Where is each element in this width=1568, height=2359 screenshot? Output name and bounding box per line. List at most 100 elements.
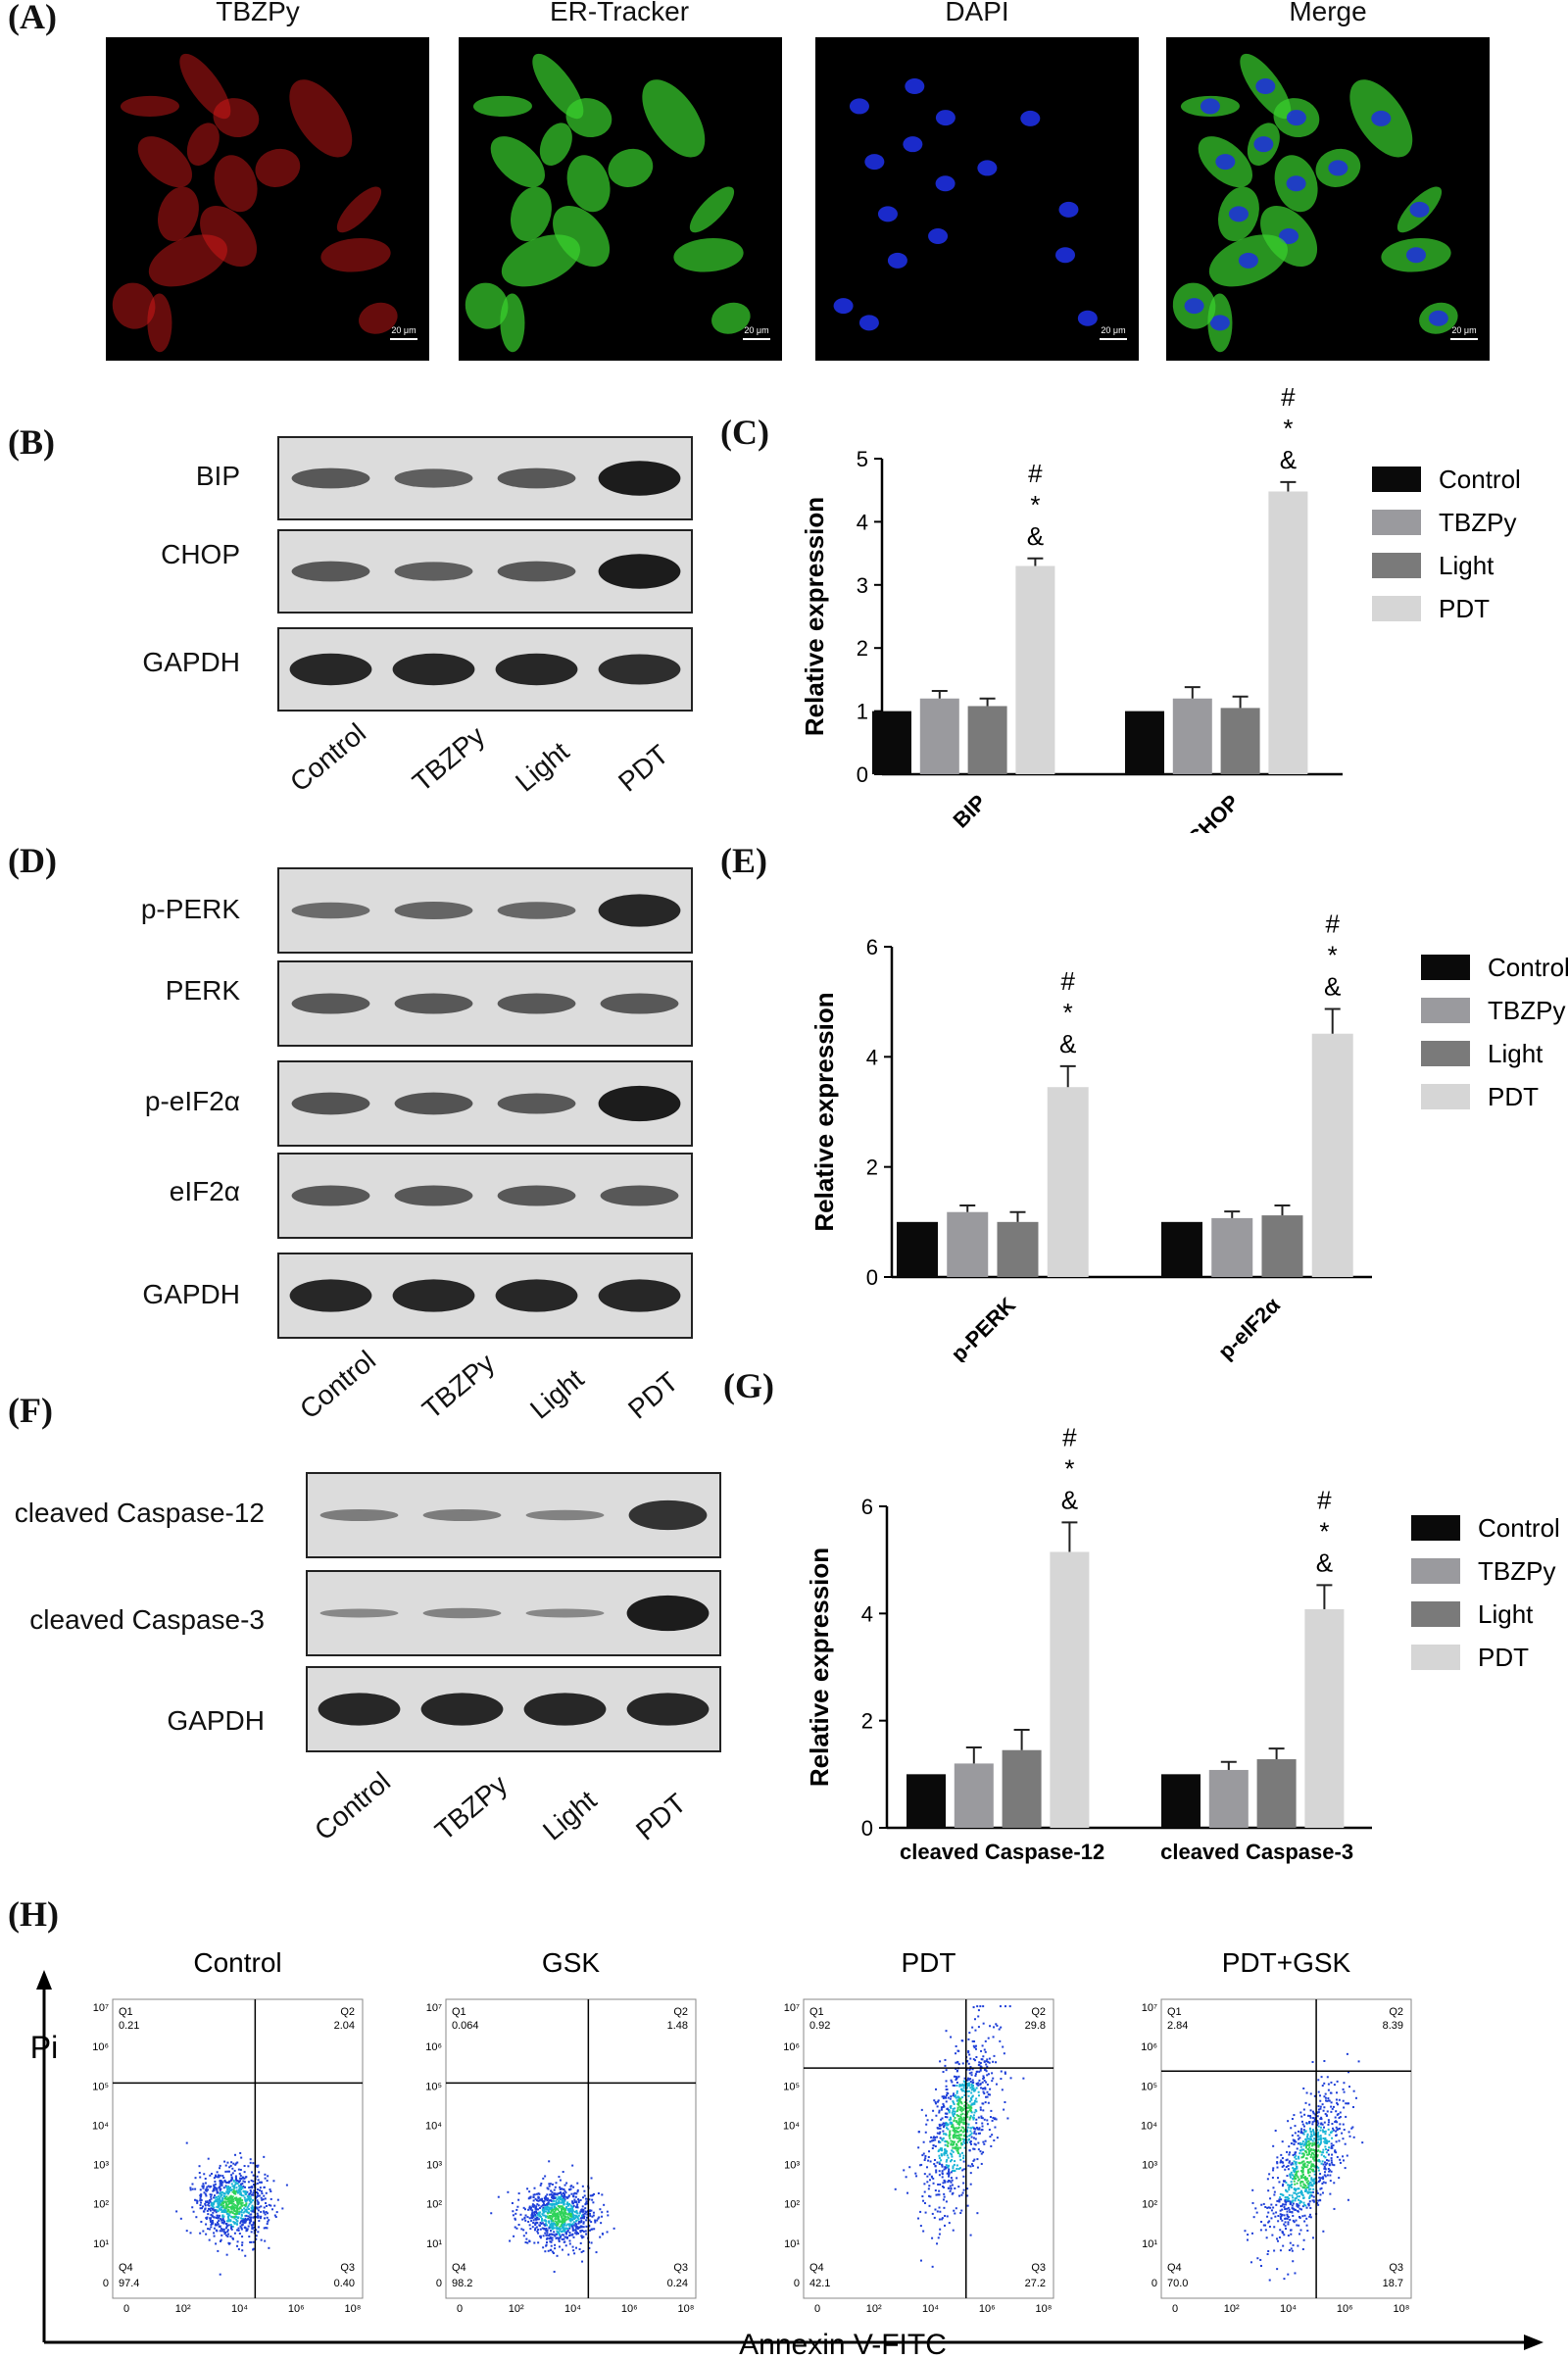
event-dot <box>936 2136 939 2138</box>
event-dot <box>975 2055 978 2058</box>
event-dot <box>245 2214 248 2217</box>
event-dot <box>969 2130 972 2133</box>
significance-mark: * <box>1319 1516 1329 1546</box>
event-dot <box>214 2183 217 2186</box>
event-dot <box>958 2108 961 2111</box>
scale-bar-label: 20 μm <box>391 325 416 335</box>
event-dot <box>956 2150 959 2153</box>
event-dot <box>185 2141 188 2144</box>
event-dot <box>1302 2144 1305 2147</box>
event-dot <box>963 2104 966 2107</box>
event-dot <box>921 2154 924 2157</box>
event-dot <box>1301 2142 1304 2145</box>
event-dot <box>253 2183 256 2186</box>
event-dot <box>1306 2169 1309 2172</box>
event-dot <box>944 2064 947 2067</box>
event-dot <box>564 2195 566 2198</box>
blot-f-lane-control: Control <box>309 1765 397 1846</box>
event-dot <box>1298 2204 1300 2207</box>
event-dot <box>938 2218 941 2221</box>
event-dot <box>259 2187 262 2189</box>
event-dot <box>548 2234 551 2236</box>
event-dot <box>239 2225 242 2228</box>
event-dot <box>219 2273 221 2276</box>
event-dot <box>546 2215 549 2218</box>
event-dot <box>207 2185 210 2187</box>
event-dot <box>978 2132 981 2135</box>
event-dot <box>232 2206 235 2209</box>
event-dot <box>231 2216 234 2219</box>
event-dot <box>1327 2097 1330 2100</box>
event-dot <box>1267 2250 1270 2253</box>
event-dot <box>1328 2134 1331 2137</box>
cell <box>148 234 227 287</box>
event-dot <box>590 2209 593 2212</box>
legend-label: TBZPy <box>1478 1556 1555 1586</box>
event-dot <box>214 2196 217 2199</box>
event-dot <box>239 2180 242 2183</box>
event-dot <box>1305 2122 1308 2125</box>
event-dot <box>967 2077 970 2080</box>
event-dot <box>557 2223 560 2226</box>
event-dot <box>976 2212 979 2215</box>
event-dot <box>1330 2081 1333 2084</box>
event-dot <box>551 2204 554 2207</box>
y-tick-label: 10³ <box>426 2160 442 2172</box>
event-dot <box>1307 2204 1310 2207</box>
event-dot <box>1273 2226 1276 2229</box>
event-dot <box>952 2124 955 2127</box>
event-dot <box>584 2197 587 2200</box>
event-dot <box>235 2178 238 2181</box>
event-dot <box>256 2212 259 2215</box>
event-dot <box>543 2223 546 2226</box>
event-dot <box>566 2204 569 2207</box>
event-dot <box>1271 2176 1274 2179</box>
event-dot <box>987 2101 990 2104</box>
event-dot <box>563 2187 565 2190</box>
event-dot <box>1274 2215 1277 2218</box>
event-dot <box>568 2224 571 2227</box>
event-dot <box>939 2137 942 2139</box>
event-dot <box>1279 2196 1282 2199</box>
event-dot <box>1308 2149 1311 2152</box>
blot-f-lane-tbzpy: TBZPy <box>429 1769 514 1846</box>
event-dot <box>233 2215 236 2218</box>
event-dot <box>556 2207 559 2210</box>
event-dot <box>941 2117 944 2120</box>
event-dot <box>1300 2200 1303 2203</box>
event-dot <box>1309 2206 1312 2209</box>
event-dot <box>1259 2229 1262 2232</box>
event-dot <box>572 2221 575 2224</box>
event-dot <box>975 2110 978 2113</box>
event-dot <box>266 2180 269 2183</box>
event-dot <box>985 2060 988 2063</box>
event-dot <box>219 2164 221 2167</box>
event-dot <box>221 2218 224 2221</box>
event-dot <box>591 2193 594 2196</box>
event-dot <box>1307 2180 1310 2183</box>
event-dot <box>987 2037 990 2040</box>
event-dot <box>1328 2164 1331 2167</box>
event-dot <box>991 2119 994 2122</box>
event-dot <box>1286 2217 1289 2220</box>
event-dot <box>1291 2204 1294 2207</box>
significance-mark: & <box>1324 971 1341 1001</box>
event-dot <box>984 2040 987 2042</box>
event-dot <box>1338 2139 1341 2142</box>
event-dot <box>1307 2190 1310 2193</box>
event-dot <box>230 2215 233 2218</box>
event-dot <box>1292 2260 1295 2263</box>
event-dot <box>957 2186 960 2188</box>
event-dot <box>986 2065 989 2068</box>
event-dot <box>248 2195 251 2198</box>
event-dot <box>1348 2086 1351 2089</box>
event-dot <box>1339 2116 1342 2119</box>
event-dot <box>539 2206 542 2209</box>
legend-swatch-PDT <box>1411 1645 1460 1670</box>
event-dot <box>545 2243 548 2246</box>
event-dot <box>1336 2121 1339 2124</box>
significance-mark: * <box>1063 998 1073 1027</box>
band <box>523 1693 607 1726</box>
event-dot <box>1299 2182 1302 2185</box>
event-dot <box>956 2164 958 2167</box>
